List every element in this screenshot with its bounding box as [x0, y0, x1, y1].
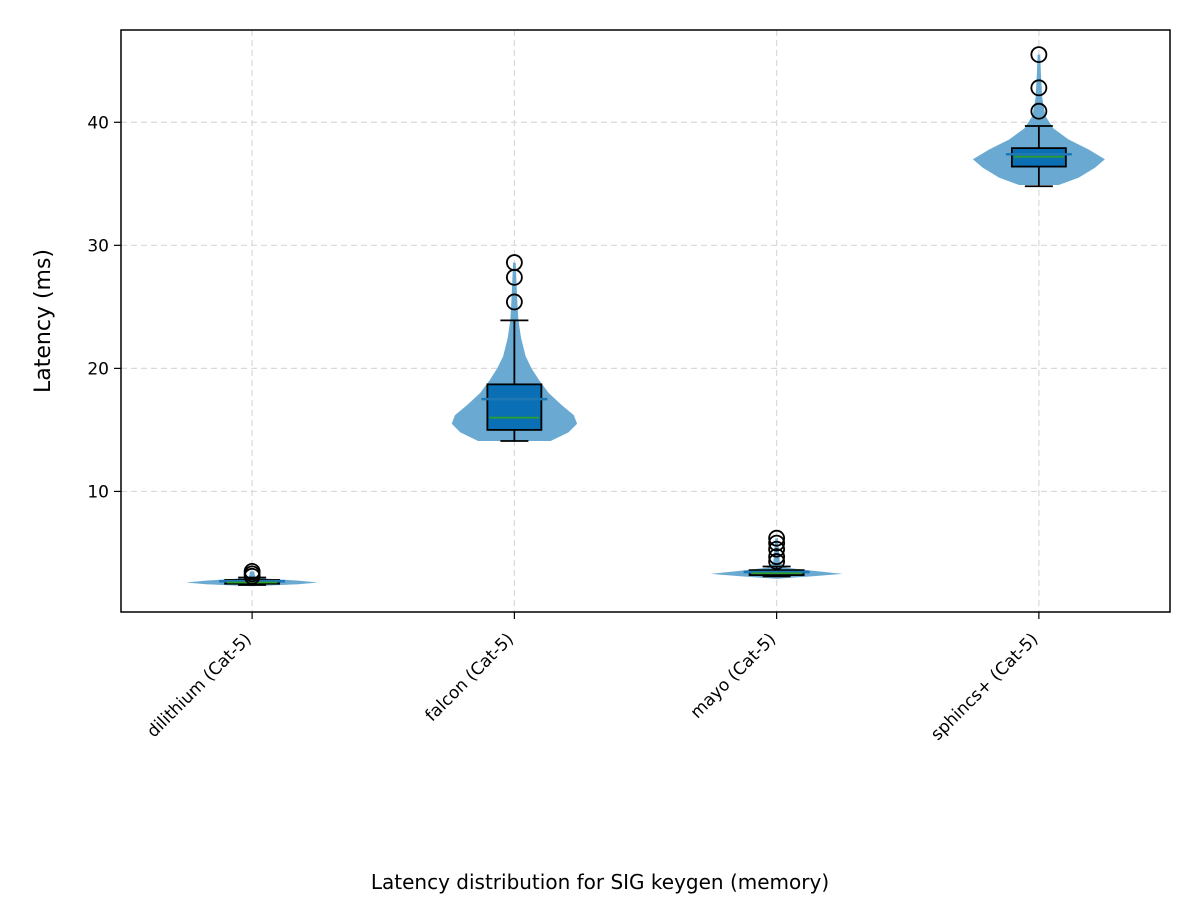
outlier-point	[243, 562, 261, 580]
outlier-point	[1030, 46, 1048, 64]
violin-body	[710, 538, 843, 579]
violins	[186, 54, 1105, 587]
y-tick-label: 40	[87, 113, 109, 133]
outlier-point	[1030, 79, 1048, 97]
boxplots	[219, 46, 1072, 586]
outlier-point	[505, 254, 523, 271]
outlier-point	[768, 540, 786, 558]
outlier-point	[505, 293, 523, 311]
outlier-point	[768, 534, 786, 552]
outlier-point	[768, 529, 786, 547]
x-tick-label: falcon (Cat-5)	[422, 629, 518, 725]
grid	[121, 30, 1170, 612]
x-axis-ticks: dilithium (Cat-5) falcon (Cat-5) mayo (Cat…	[143, 612, 1042, 745]
violin-body	[972, 54, 1105, 185]
y-tick-label: 20	[87, 359, 109, 379]
y-tick-label: 10	[87, 482, 109, 502]
x-tick-label: sphincs+ (Cat-5)	[927, 629, 1042, 744]
plot-area-frame	[120, 29, 1171, 613]
chart-caption: Latency distribution for SIG keygen (mem…	[371, 870, 829, 894]
y-axis-label: Latency (ms)	[31, 249, 56, 393]
outlier-point	[768, 553, 786, 570]
y-axis-ticks: 10 20 30 40	[87, 113, 121, 502]
iqr-box	[486, 383, 543, 431]
outlier-point	[768, 548, 786, 566]
x-tick-label: mayo (Cat-5)	[687, 629, 780, 722]
x-tick-label: dilithium (Cat-5)	[143, 629, 255, 741]
outlier-point	[1030, 102, 1048, 120]
y-tick-label: 30	[87, 236, 109, 256]
